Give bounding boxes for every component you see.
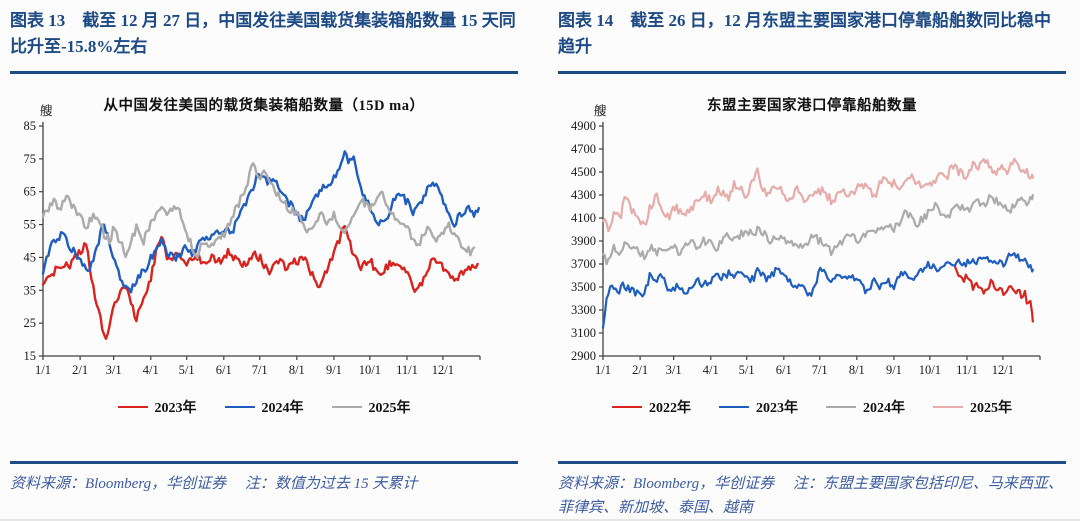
series-line-2024年 bbox=[601, 193, 1034, 266]
source-note: 资料来源：Bloomberg，华创证券 注：东盟主要国家包括印尼、马来西亚、菲律… bbox=[558, 476, 1063, 516]
series-line-2025年 bbox=[41, 162, 476, 259]
y-tick-label: 4500 bbox=[571, 165, 596, 179]
legend-swatch bbox=[933, 406, 963, 408]
y-tick-label: 45 bbox=[24, 250, 37, 264]
legend-item-2023年: 2023年 bbox=[719, 397, 798, 417]
legend-item-2023年: 2023年 bbox=[117, 397, 197, 417]
y-tick-label: 75 bbox=[24, 152, 37, 166]
series-line-2023年 bbox=[41, 224, 479, 341]
x-tick-label: 4/1 bbox=[143, 363, 159, 377]
y-tick-label: 65 bbox=[24, 185, 37, 199]
x-tick-label: 6/1 bbox=[776, 363, 792, 377]
caption-divider bbox=[558, 71, 1066, 74]
source-divider bbox=[10, 461, 518, 464]
legend-swatch bbox=[826, 406, 856, 408]
y-tick-label: 3500 bbox=[571, 280, 596, 294]
y-tick-label: 4100 bbox=[571, 211, 596, 225]
x-tick-label: 11/1 bbox=[396, 363, 418, 377]
figure-13-chart: 艘 从中国发往美国的载货集装箱船数量（15D ma） 15 25 35 45 55 65 7… bbox=[10, 74, 518, 454]
y-tick-label: 35 bbox=[24, 283, 37, 297]
legend-swatch bbox=[117, 406, 148, 408]
chart-legend: 2023年 2024年 2025年 bbox=[10, 397, 518, 417]
legend-label: 2025年 bbox=[368, 401, 411, 416]
figure-14-caption: 图表 14 截至 26 日，12 月东盟主要国家港口停靠船舶数同比稳中趋升 bbox=[558, 11, 1051, 57]
chart-title: 从中国发往美国的载货集装箱船数量（15D ma） bbox=[103, 98, 425, 114]
x-tick-label: 7/1 bbox=[252, 363, 268, 377]
figure-13: 图表 13 截至 12 月 27 日，中国发往美国载货集装箱船数量 15 天同比… bbox=[10, 11, 518, 492]
line-chart-asean-ports: 2900 3100 3300 3500 3700 3900 4100 4300 4500 4700… bbox=[571, 119, 1041, 377]
x-tick-label: 5/1 bbox=[179, 363, 195, 377]
chart-header: 艘 从中国发往美国的载货集装箱船数量（15D ma） bbox=[10, 94, 518, 118]
y-tick-label: 3900 bbox=[571, 234, 596, 248]
legend-swatch bbox=[224, 406, 255, 408]
legend-item-2024年: 2024年 bbox=[826, 397, 905, 417]
legend-item-2022年: 2022年 bbox=[612, 397, 691, 417]
x-tick-label: 8/1 bbox=[849, 363, 865, 377]
x-tick-label: 2/1 bbox=[632, 363, 648, 377]
y-tick-label: 85 bbox=[24, 119, 37, 133]
series-line-2025年 bbox=[601, 157, 1034, 233]
y-axis-unit-label: 艘 bbox=[594, 104, 607, 118]
x-tick-label: 5/1 bbox=[739, 363, 755, 377]
x-tick-label: 2/1 bbox=[72, 363, 88, 377]
x-tick-label: 1/1 bbox=[35, 363, 51, 377]
legend-label: 2024年 bbox=[863, 401, 905, 416]
chart-legend: 2022年 2023年 2024年 2025年 bbox=[558, 397, 1066, 417]
x-tick-label: 12/1 bbox=[992, 363, 1014, 377]
y-tick-label: 4300 bbox=[571, 188, 596, 202]
legend-label: 2023年 bbox=[154, 401, 197, 416]
legend-item-2025年: 2025年 bbox=[933, 397, 1012, 417]
series-line-2024年 bbox=[41, 150, 480, 294]
y-tick-label: 4700 bbox=[571, 142, 596, 156]
x-tick-label: 11/1 bbox=[956, 363, 978, 377]
legend-swatch bbox=[331, 406, 362, 408]
x-tick-label: 3/1 bbox=[106, 363, 122, 377]
legend-label: 2022年 bbox=[649, 401, 691, 416]
source-note: 资料来源：Bloomberg，华创证券 注：数值为过去 15 天累计 bbox=[10, 476, 418, 492]
x-tick-label: 6/1 bbox=[216, 363, 232, 377]
chart-title: 东盟主要国家港口停靠船舶数量 bbox=[707, 98, 917, 114]
legend-swatch bbox=[719, 406, 749, 408]
series-line-2022年 bbox=[953, 265, 1034, 323]
figure-13-caption: 图表 13 截至 12 月 27 日，中国发往美国载货集装箱船数量 15 天同比… bbox=[10, 11, 516, 57]
y-tick-label: 2900 bbox=[571, 349, 596, 363]
figure-14-chart: 艘 东盟主要国家港口停靠船舶数量 2900 3100 3300 3500 3700 390… bbox=[558, 74, 1066, 454]
y-tick-label: 25 bbox=[24, 316, 37, 330]
x-tick-label: 7/1 bbox=[812, 363, 828, 377]
caption-divider bbox=[10, 71, 518, 74]
source-divider bbox=[558, 461, 1066, 464]
figure-14: 图表 14 截至 26 日，12 月东盟主要国家港口停靠船舶数同比稳中趋升 艘 … bbox=[540, 0, 1080, 521]
axes: 2900 3100 3300 3500 3700 3900 4100 4300 4500 4700… bbox=[571, 119, 1041, 377]
x-tick-label: 12/1 bbox=[432, 363, 454, 377]
legend-label: 2023年 bbox=[756, 401, 798, 416]
x-tick-label: 4/1 bbox=[703, 363, 719, 377]
chart-header: 艘 东盟主要国家港口停靠船舶数量 bbox=[558, 94, 1066, 118]
legend-item-2025年: 2025年 bbox=[331, 397, 411, 417]
y-tick-label: 4900 bbox=[571, 119, 596, 133]
page-bottom-divider bbox=[0, 519, 1080, 521]
x-tick-label: 10/1 bbox=[359, 363, 381, 377]
y-tick-label: 3300 bbox=[571, 303, 596, 317]
x-tick-label: 9/1 bbox=[326, 363, 342, 377]
y-tick-label: 55 bbox=[24, 218, 37, 232]
legend-label: 2025年 bbox=[970, 401, 1012, 416]
x-tick-label: 1/1 bbox=[595, 363, 611, 377]
y-tick-label: 3700 bbox=[571, 257, 596, 271]
x-tick-label: 8/1 bbox=[289, 363, 305, 377]
x-tick-label: 10/1 bbox=[919, 363, 941, 377]
legend-swatch bbox=[612, 406, 642, 408]
axes: 15 25 35 45 55 65 75 85 1/1 2/1 3/1 4/1 5/1 6/1 7/1 8/1… bbox=[24, 119, 481, 377]
y-tick-label: 15 bbox=[24, 349, 37, 363]
line-chart-containers-china-us: 15 25 35 45 55 65 75 85 1/1 2/1 3/1 4/1 5/1 6/1 7/1 8/1… bbox=[24, 119, 481, 377]
x-tick-label: 3/1 bbox=[666, 363, 682, 377]
x-tick-label: 9/1 bbox=[886, 363, 902, 377]
y-tick-label: 3100 bbox=[571, 326, 596, 340]
series-line-2023年 bbox=[601, 252, 1034, 329]
legend-label: 2024年 bbox=[261, 401, 304, 416]
legend-item-2024年: 2024年 bbox=[224, 397, 304, 417]
y-axis-unit-label: 艘 bbox=[40, 104, 53, 118]
